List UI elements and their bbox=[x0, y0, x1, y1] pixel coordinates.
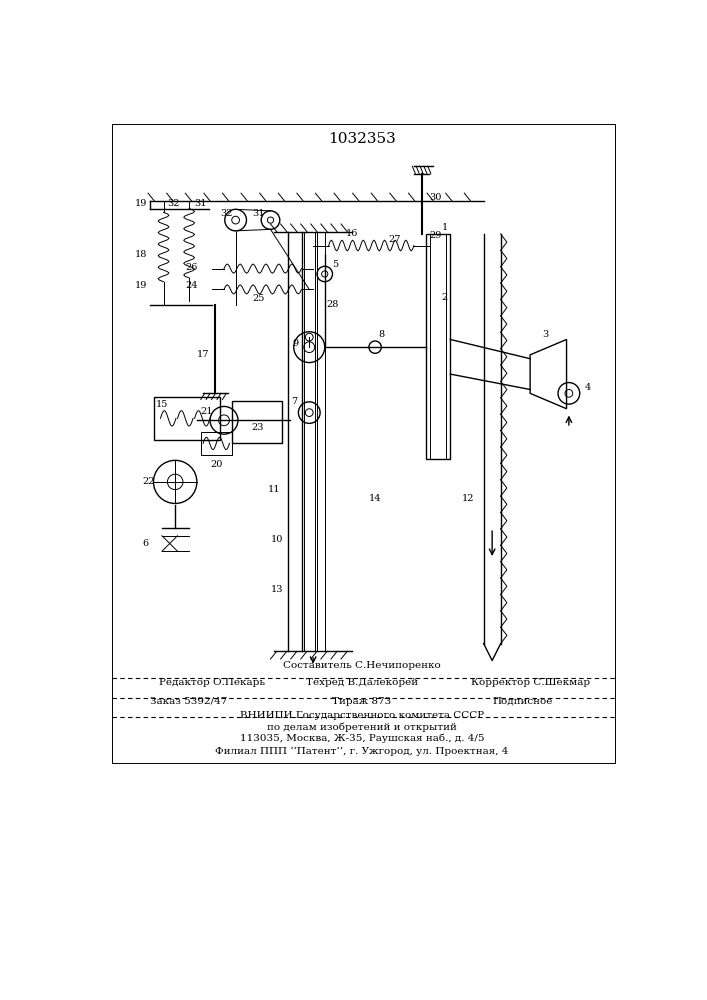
Text: 12: 12 bbox=[462, 494, 474, 503]
Text: Заказ 5392/47: Заказ 5392/47 bbox=[151, 697, 228, 706]
Bar bbox=[426, 234, 450, 459]
Text: 21: 21 bbox=[200, 407, 212, 416]
Text: 1: 1 bbox=[442, 223, 448, 232]
Text: 31: 31 bbox=[252, 209, 265, 218]
Text: 31: 31 bbox=[194, 199, 207, 208]
Text: Редактор О.Пекарь: Редактор О.Пекарь bbox=[159, 678, 265, 687]
Text: 14: 14 bbox=[369, 494, 381, 503]
Bar bbox=[232, 401, 282, 443]
Text: Тираж 873: Тираж 873 bbox=[332, 697, 392, 706]
Text: 25: 25 bbox=[252, 294, 265, 303]
Bar bbox=[154, 397, 220, 440]
Text: 2: 2 bbox=[442, 293, 448, 302]
Text: ВНИИПИ Государственного комитета СССР: ВНИИПИ Государственного комитета СССР bbox=[240, 711, 484, 720]
Text: 13: 13 bbox=[271, 585, 283, 594]
Text: 29: 29 bbox=[429, 231, 442, 240]
Text: 8: 8 bbox=[378, 330, 385, 339]
Text: 22: 22 bbox=[143, 477, 155, 486]
Text: 10: 10 bbox=[271, 535, 283, 544]
Text: 16: 16 bbox=[346, 229, 358, 238]
Text: 17: 17 bbox=[197, 350, 209, 359]
Text: 30: 30 bbox=[429, 192, 442, 202]
Text: 1032353: 1032353 bbox=[328, 132, 396, 146]
Text: Корректор С.Шекмар: Корректор С.Шекмар bbox=[471, 678, 590, 687]
Text: Подписное: Подписное bbox=[492, 697, 553, 706]
Text: 20: 20 bbox=[210, 460, 223, 469]
Text: 6: 6 bbox=[142, 539, 148, 548]
Text: 113035, Москва, Ж-35, Раушская наб., д. 4/5: 113035, Москва, Ж-35, Раушская наб., д. … bbox=[240, 734, 484, 743]
Text: 15: 15 bbox=[156, 400, 168, 409]
Text: 27: 27 bbox=[388, 235, 401, 244]
Text: Составитель С.Нечипоренко: Составитель С.Нечипоренко bbox=[283, 661, 441, 670]
Text: 7: 7 bbox=[291, 397, 297, 406]
Text: 18: 18 bbox=[135, 250, 147, 259]
Text: по делам изобретений и открытий: по делам изобретений и открытий bbox=[267, 722, 457, 732]
Text: 19: 19 bbox=[135, 281, 147, 290]
Text: 24: 24 bbox=[185, 281, 198, 290]
Text: 5: 5 bbox=[332, 260, 338, 269]
Text: 4: 4 bbox=[585, 383, 591, 392]
Text: 23: 23 bbox=[251, 424, 264, 432]
Text: Техред В.Далекорей: Техред В.Далекорей bbox=[306, 678, 418, 687]
Text: 19: 19 bbox=[135, 199, 147, 208]
Text: 26: 26 bbox=[185, 263, 198, 272]
Text: 28: 28 bbox=[327, 300, 339, 309]
Text: 32: 32 bbox=[220, 209, 233, 218]
Text: 3: 3 bbox=[542, 330, 549, 339]
Text: Филиал ППП ‘‘Патент’’, г. Ужгород, ул. Проектная, 4: Филиал ППП ‘‘Патент’’, г. Ужгород, ул. П… bbox=[215, 747, 508, 756]
Text: 32: 32 bbox=[168, 199, 180, 208]
Text: 9: 9 bbox=[292, 339, 298, 348]
Text: 11: 11 bbox=[268, 485, 281, 494]
Bar bbox=[201, 432, 232, 455]
